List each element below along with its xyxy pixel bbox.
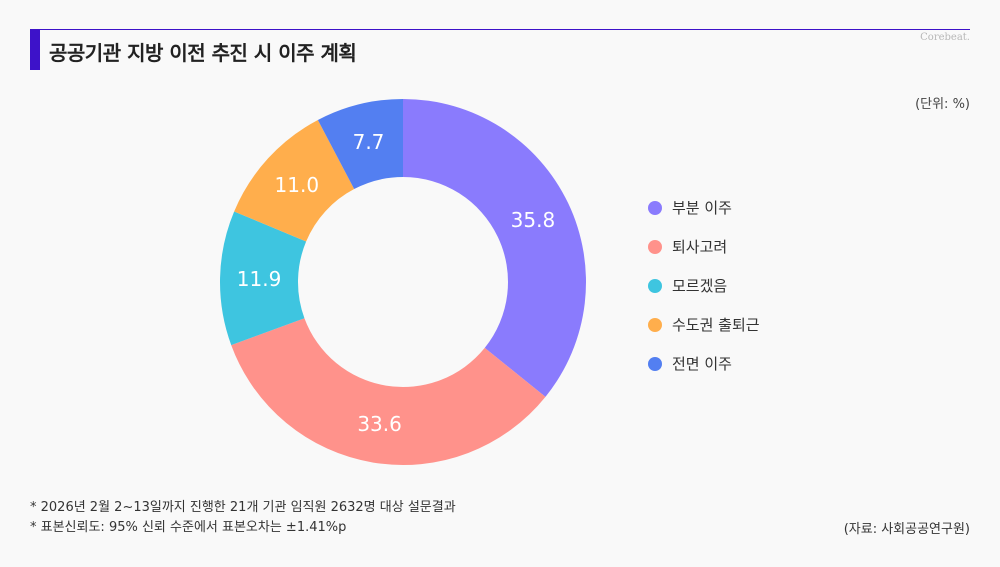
slice-value-label: 11.9 <box>237 267 282 291</box>
slice-value-label: 35.8 <box>511 208 556 232</box>
donut-labels: 35.8 33.6 11.9 11.0 7.7 <box>237 130 555 436</box>
legend-item: 전면 이주 <box>648 344 760 383</box>
footnote: * 표본신뢰도: 95% 신뢰 수준에서 표본오차는 ±1.41%p <box>30 520 347 535</box>
slice-value-label: 33.6 <box>357 412 402 436</box>
footnote: * 2026년 2월 2~13일까지 진행한 21개 기관 임직원 2632명 … <box>30 500 456 515</box>
legend-item: 수도권 출퇴근 <box>648 305 760 344</box>
legend-label: 모르겠음 <box>672 277 728 295</box>
legend-item: 퇴사고려 <box>648 227 760 266</box>
legend-label: 퇴사고려 <box>672 238 728 256</box>
legend-item: 부분 이주 <box>648 188 760 227</box>
donut-slice <box>317 99 403 190</box>
legend-label: 전면 이주 <box>672 355 732 373</box>
legend-dot <box>648 317 662 332</box>
title-bar: 공공기관 지방 이전 추진 시 이주 계획 <box>30 29 970 71</box>
slice-value-label: 11.0 <box>275 173 320 197</box>
donut-slice <box>219 211 307 346</box>
donut-slice <box>403 99 586 397</box>
legend: 부분 이주 퇴사고려 모르겠음 수도권 출퇴근 전면 이주 <box>648 188 760 383</box>
donut-slices <box>219 99 586 465</box>
brand-logo: Corebeat. <box>920 32 970 43</box>
legend-label: 부분 이주 <box>672 199 732 217</box>
legend-label: 수도권 출퇴근 <box>672 316 760 334</box>
legend-dot <box>648 239 662 254</box>
legend-dot <box>648 200 662 215</box>
unit-label: (단위: %) <box>915 97 970 112</box>
title-accent-bar <box>30 30 40 70</box>
chart-title: 공공기관 지방 이전 추진 시 이주 계획 <box>49 41 357 65</box>
donut-slice <box>231 318 546 465</box>
footnotes: * 2026년 2월 2~13일까지 진행한 21개 기관 임직원 2632명 … <box>30 498 456 538</box>
slice-value-label: 7.7 <box>353 130 385 154</box>
legend-dot <box>648 356 662 371</box>
legend-item: 모르겠음 <box>648 266 760 305</box>
source-credit: (자료: 사회공공연구원) <box>843 522 970 537</box>
legend-dot <box>648 278 662 293</box>
donut-slice <box>234 120 355 242</box>
